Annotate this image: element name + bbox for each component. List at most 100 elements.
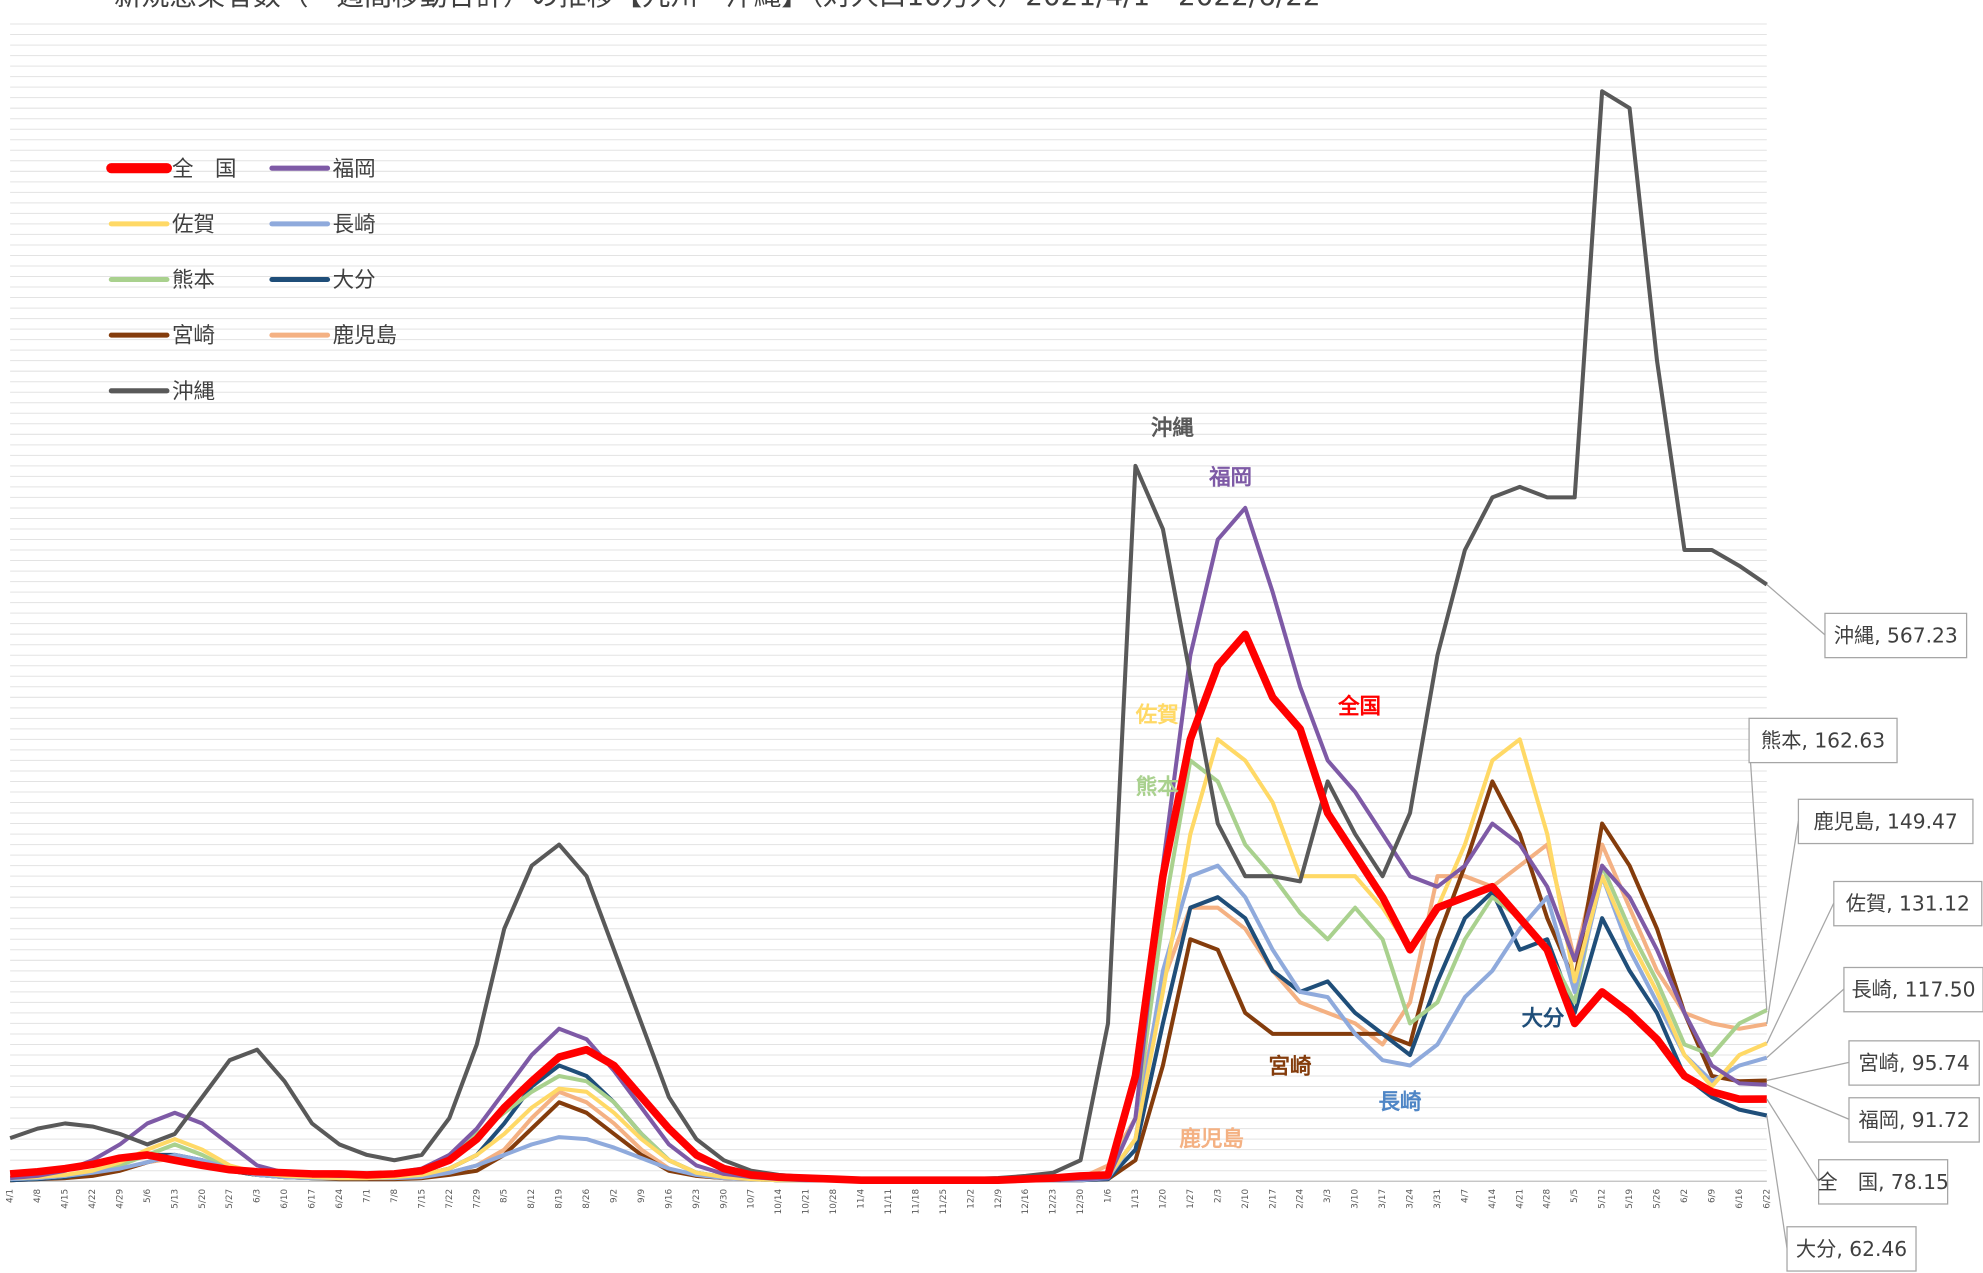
x-tick-label: 10/21 (802, 1189, 812, 1215)
callout-label: 佐賀, 131.12 (1846, 892, 1970, 916)
x-tick-label: 7/8 (390, 1188, 400, 1203)
legend-label: 長崎 (333, 212, 376, 237)
leader-line (1766, 820, 1800, 1025)
series-line (9, 630, 1767, 1185)
legend-label: 大分 (333, 268, 376, 293)
callout-label: 沖縄, 567.23 (1834, 623, 1958, 647)
x-tick-label: 8/19 (555, 1189, 565, 1209)
callout-box (1843, 966, 1983, 1013)
legend-label: 佐賀 (172, 212, 215, 237)
x-tick-label: 9/30 (719, 1188, 729, 1208)
x-tick-label: 12/2 (966, 1189, 976, 1209)
x-tick-label: 9/9 (637, 1189, 647, 1203)
x-tick-label: 8/12 (527, 1189, 537, 1209)
series-line (10, 889, 1768, 1183)
legend-label: 全 国 (172, 157, 236, 182)
annotation: 沖縄 (1151, 416, 1194, 441)
legend-label: 熊本 (172, 268, 215, 293)
x-tick-label: 6/9 (1707, 1189, 1717, 1203)
x-tick-label: 6/24 (335, 1188, 345, 1208)
x-tick-label: 1/20 (1158, 1188, 1168, 1208)
leader-line (1766, 584, 1826, 636)
chart-body: 新規感染者数（一週間移動合計）の推移【九州・沖縄】（対人口10万人）2021/4… (6, 0, 1983, 1272)
callout-label: 福岡, 91.72 (1859, 1108, 1970, 1132)
x-tick-label: 8/5 (500, 1189, 510, 1203)
annotation: 全国 (1337, 693, 1381, 719)
annotation: 佐賀 (1135, 702, 1179, 728)
x-tick-label: 5/5 (1570, 1189, 1580, 1203)
x-tick-label: 6/2 (1680, 1189, 1690, 1203)
series-line (10, 779, 1767, 1183)
x-tick-label: 3/3 (1323, 1189, 1333, 1203)
callout-label: 長崎, 117.50 (1851, 978, 1975, 1002)
x-tick-label: 7/22 (445, 1189, 455, 1209)
x-tick-label: 3/17 (1378, 1189, 1388, 1209)
callout-label: 全 国, 78.15 (1817, 1170, 1948, 1194)
x-tick-label: 7/29 (472, 1189, 482, 1209)
x-tick-label: 5/20 (198, 1188, 208, 1208)
chart-title: 新規感染者数（一週間移動合計）の推移【九州・沖縄】（対人口10万人）2021/4… (114, 0, 1321, 12)
callout-label: 熊本, 162.63 (1761, 728, 1885, 752)
series-line (9, 505, 1767, 1183)
x-tick-label: 10/28 (829, 1188, 839, 1214)
x-tick-label: 6/10 (280, 1188, 290, 1208)
legend-label: 鹿児島 (333, 324, 397, 349)
x-tick-label: 12/9 (994, 1189, 1004, 1209)
callout-box (1824, 612, 1968, 659)
x-tick-label: 12/16 (1021, 1188, 1031, 1214)
series-line (9, 89, 1768, 1182)
x-tick-label: 4/7 (1460, 1189, 1470, 1203)
legend-label: 福岡 (333, 157, 376, 182)
x-tick-label: 3/31 (1433, 1189, 1443, 1209)
annotation: 鹿児島 (1179, 1126, 1243, 1152)
x-tick-label: 11/11 (884, 1189, 894, 1215)
x-tick-label: 11/18 (911, 1188, 921, 1214)
callout-box (1786, 1226, 1917, 1272)
x-tick-label: 4/8 (33, 1188, 43, 1203)
x-tick-label: 1/27 (1186, 1189, 1196, 1209)
x-tick-label: 11/25 (939, 1189, 949, 1215)
x-tick-label: 10/14 (774, 1188, 784, 1214)
callout-box (1818, 1159, 1949, 1205)
legend-label: 沖縄 (172, 379, 215, 404)
x-tick-label: 4/14 (1488, 1188, 1498, 1208)
x-tick-label: 9/23 (692, 1189, 702, 1209)
x-tick-label: 5/19 (1625, 1189, 1635, 1209)
x-tick-label: 7/1 (362, 1189, 372, 1203)
x-tick-label: 5/6 (143, 1188, 153, 1203)
x-tick-label: 2/24 (1296, 1188, 1306, 1208)
annotation: 熊本 (1136, 774, 1179, 800)
annotation: 福岡 (1208, 465, 1252, 490)
callout-box (1848, 1097, 1980, 1143)
x-tick-label: 11/4 (857, 1188, 867, 1208)
callout-box (1748, 717, 1898, 764)
callout-box (1833, 880, 1983, 927)
x-tick-label: 4/15 (61, 1189, 71, 1209)
x-tick-label: 6/22 (1762, 1189, 1772, 1209)
x-tick-label: 5/27 (225, 1189, 235, 1209)
x-tick-label: 4/1 (6, 1189, 16, 1203)
leader-line (1766, 1098, 1820, 1182)
x-tick-label: 12/30 (1076, 1188, 1086, 1214)
leader-line (1766, 1061, 1850, 1082)
x-tick-label: 4/29 (115, 1189, 125, 1209)
x-tick-label: 1/13 (1131, 1189, 1141, 1209)
legend-label: 宮崎 (172, 324, 215, 349)
x-tick-label: 8/26 (582, 1188, 592, 1208)
x-tick-label: 5/12 (1598, 1189, 1608, 1209)
x-tick-label: 10/7 (747, 1189, 757, 1209)
x-tick-label: 6/16 (1735, 1188, 1745, 1208)
x-tick-label: 3/24 (1405, 1188, 1415, 1208)
annotation: 宮崎 (1269, 1054, 1312, 1080)
x-tick-label: 6/3 (253, 1189, 263, 1203)
x-tick-label: 4/21 (1515, 1189, 1525, 1209)
callout-label: 大分, 62.46 (1796, 1237, 1907, 1261)
callout-box (1848, 1040, 1980, 1086)
leader-line (1766, 988, 1845, 1059)
annotation: 大分 (1521, 1007, 1564, 1032)
callout-label: 鹿児島, 149.47 (1814, 809, 1958, 833)
leader-line (1748, 739, 1768, 1011)
leader-line (1766, 1084, 1850, 1120)
